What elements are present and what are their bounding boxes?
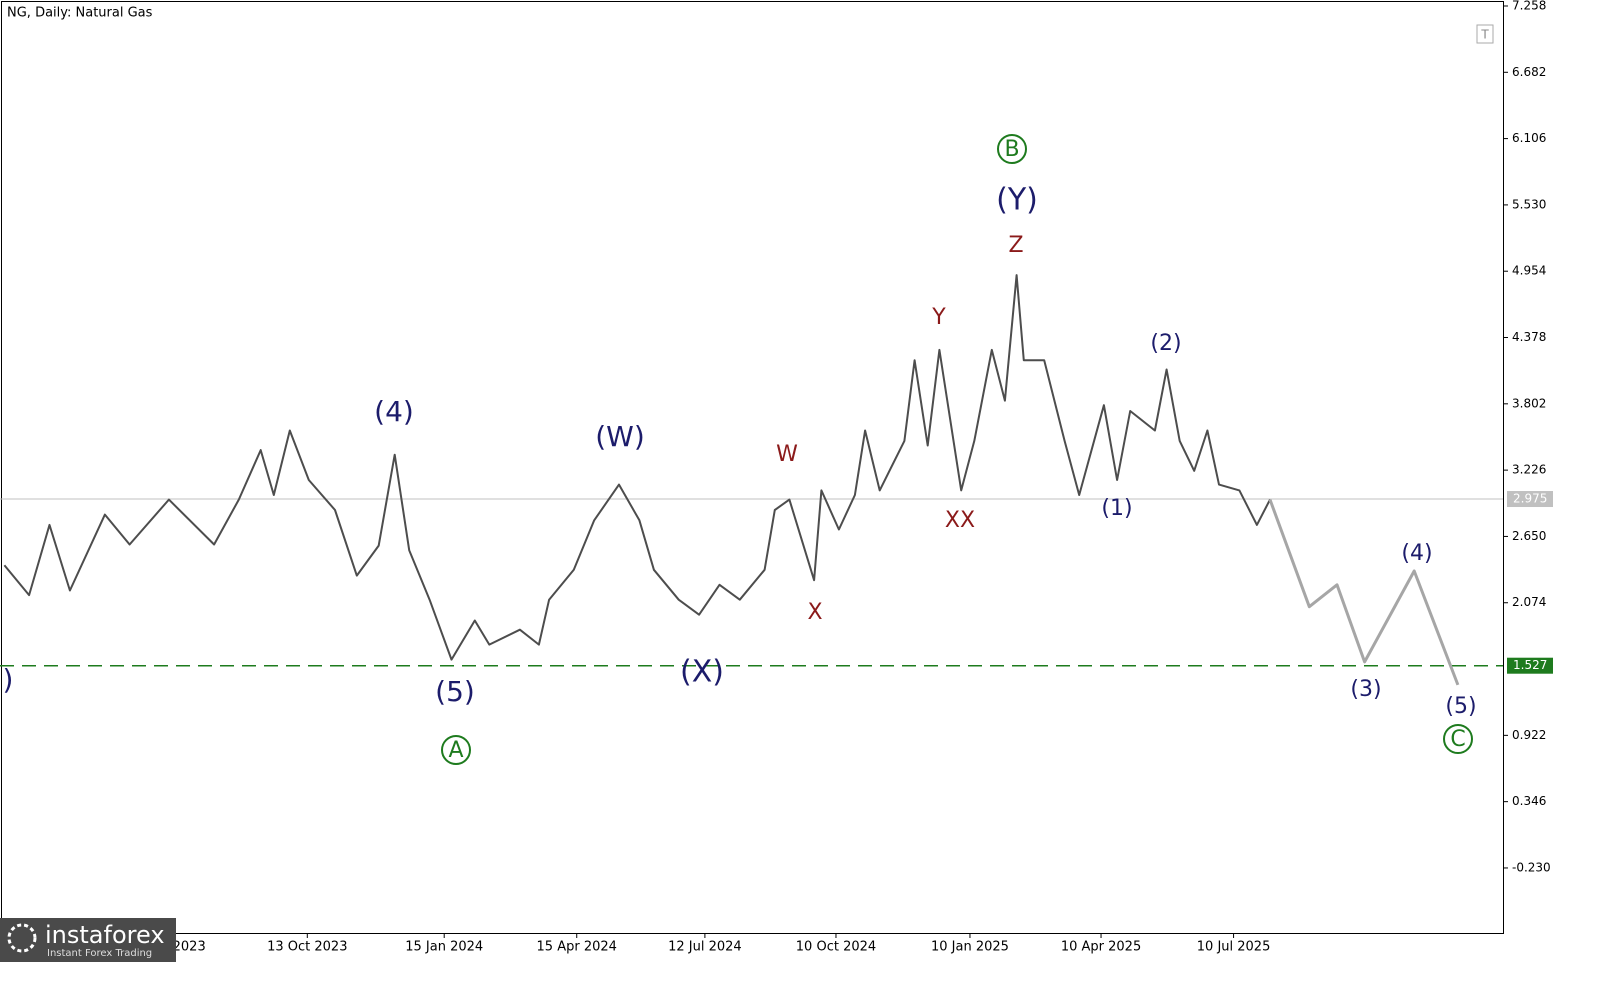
price-label-box — [1507, 491, 1553, 508]
toggle-button[interactable]: T — [1476, 24, 1494, 44]
y-tick-label: 3.226 — [1512, 463, 1546, 477]
y-tick-label: 4.378 — [1512, 330, 1546, 344]
button-frame[interactable] — [1476, 24, 1494, 44]
wave-label: (4) — [1401, 541, 1432, 566]
y-tick-label: 6.682 — [1512, 65, 1546, 79]
wave-label: (W) — [595, 420, 645, 453]
wave-label: ) — [3, 663, 14, 696]
logo-tagline: Instant Forex Trading — [47, 948, 152, 959]
x-tick-label: 13 Oct 2023 — [267, 940, 347, 955]
y-tick-label: 7.258 — [1512, 0, 1546, 12]
wave-label: XX — [945, 508, 975, 533]
x-tick-label: 10 Jul 2025 — [1197, 940, 1271, 955]
logo-box — [0, 918, 176, 962]
button-label[interactable]: T — [1480, 28, 1489, 42]
price-label: 1.527 — [1513, 658, 1547, 672]
plot-frame — [1, 1, 1504, 934]
wave-label: (5) — [435, 675, 475, 708]
y-tick-label: 0.346 — [1512, 794, 1546, 808]
wave-label: (Y) — [996, 183, 1038, 218]
wave-label: (2) — [1150, 331, 1181, 356]
wave-label: X — [807, 600, 822, 625]
y-tick-label: 2.074 — [1512, 595, 1546, 609]
wave-label: (1) — [1101, 496, 1132, 521]
wave-label: (3) — [1350, 677, 1381, 702]
price-label: 2.975 — [1513, 492, 1547, 506]
x-tick-label: 10 Oct 2024 — [796, 940, 876, 955]
y-tick-label: 4.954 — [1512, 264, 1546, 278]
y-tick-label: 5.530 — [1512, 197, 1546, 211]
price-label-box — [1507, 657, 1553, 674]
logo-icon — [7, 923, 37, 953]
plot: 7.258 6.682 6.106 5.530 4.954 4.378 3.802 3.226… — [0, 0, 1553, 955]
wave-circle — [441, 735, 471, 765]
x-tick-label: 10 Apr 2025 — [1061, 940, 1141, 955]
x-tick-label: 15 Apr 2024 — [537, 940, 617, 955]
x-tick-label: 10 Jan 2025 — [931, 940, 1009, 955]
x-tick-label: 12 Jul 2024 — [668, 940, 742, 955]
wave-label: W — [776, 442, 798, 467]
logo: instaforex Instant Forex Trading — [0, 918, 176, 962]
wave-label: (4) — [374, 395, 414, 428]
chart-title: NG, Daily: Natural Gas — [7, 6, 153, 21]
wave-label: (5) — [1445, 694, 1476, 719]
price-line-series — [3, 274, 1271, 661]
price-line-series — [1268, 499, 1460, 686]
wave-label: (X) — [680, 655, 724, 690]
y-tick-label: 0.922 — [1512, 728, 1546, 742]
y-tick-label: 2.650 — [1512, 529, 1546, 543]
wave-circle — [997, 134, 1027, 164]
wave-label: B — [1004, 137, 1019, 162]
wave-label: A — [448, 738, 463, 763]
y-tick-label: 3.802 — [1512, 396, 1546, 410]
wave-label: C — [1450, 727, 1465, 752]
logo-name: instaforex — [45, 921, 165, 949]
wave-label: Z — [1008, 233, 1023, 258]
y-tick-label: 6.106 — [1512, 131, 1546, 145]
x-tick-label: 15 Jan 2024 — [405, 940, 483, 955]
wave-label: Y — [931, 305, 946, 330]
wave-circle — [1443, 724, 1473, 754]
y-tick-label: -0.230 — [1512, 860, 1551, 874]
